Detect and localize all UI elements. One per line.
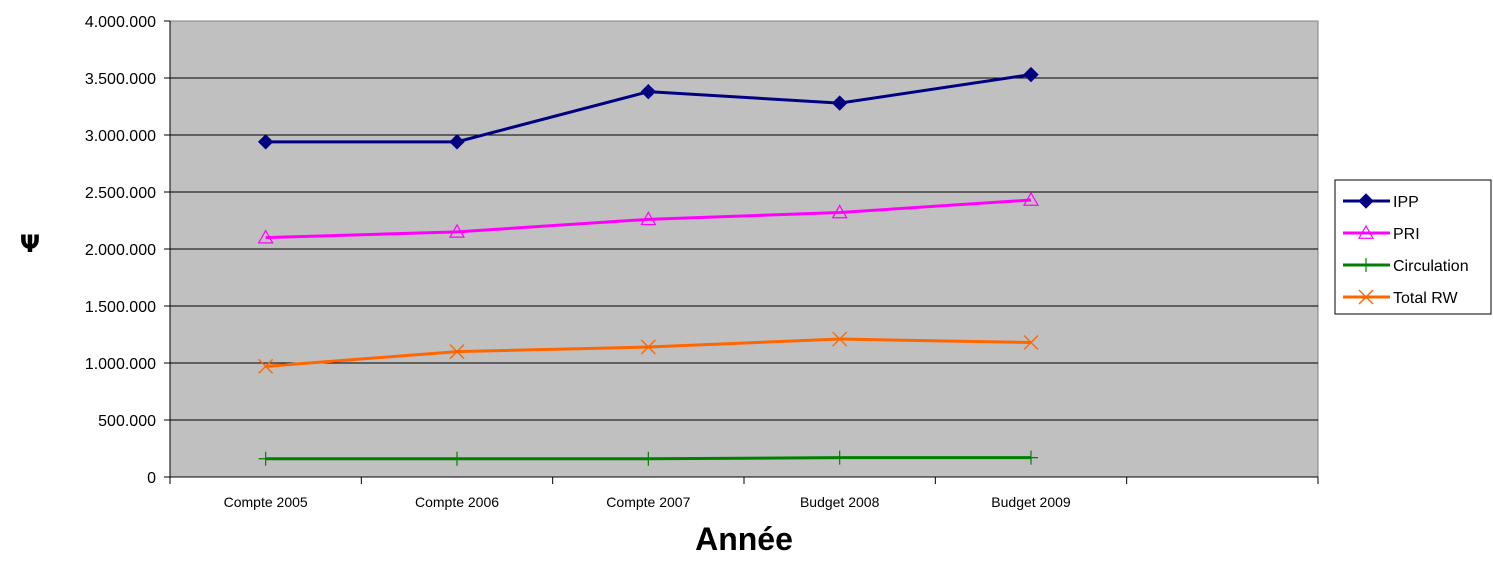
series-circulation (258, 450, 1038, 466)
legend-pri-marker (1357, 224, 1375, 239)
legend-item-total-rw: Total RW (1343, 289, 1459, 307)
gridlines (170, 77, 1318, 421)
ipp-marker (1023, 66, 1039, 83)
x-tick-label: Budget 2008 (800, 494, 880, 510)
y-tick-label: 3.000.000 (85, 128, 156, 145)
circulation-marker (641, 451, 656, 466)
total-rw-marker (640, 339, 656, 355)
ipp-marker (831, 95, 848, 111)
legend-label: PRI (1393, 226, 1420, 243)
x-tick-label: Budget 2009 (991, 494, 1071, 510)
y-tick-label: 1.500.000 (85, 299, 156, 316)
legend-circulation-marker (1359, 258, 1373, 272)
pri-marker (257, 229, 274, 244)
pri-marker (1022, 191, 1040, 206)
y-tick-label: 0 (147, 470, 156, 487)
pri-marker (448, 223, 466, 238)
series-layer (257, 66, 1040, 466)
series-total-rw (258, 331, 1039, 374)
circulation-marker (258, 451, 273, 466)
x-axis-title: Année (695, 521, 793, 557)
y-tick-label: 1.000.000 (85, 356, 156, 373)
legend-label: IPP (1393, 194, 1419, 211)
x-tick-label: Compte 2005 (224, 494, 308, 510)
total-rw-marker (258, 358, 274, 374)
series-pri (257, 191, 1040, 244)
legend-label: Circulation (1393, 258, 1469, 275)
y-tick-label: 2.500.000 (85, 185, 156, 202)
x-tick-label: Compte 2006 (415, 494, 499, 510)
circulation-marker (1024, 450, 1038, 465)
y-tick-label: 500.000 (98, 413, 156, 430)
pri-line (265, 198, 1032, 240)
legend-label: Total RW (1393, 290, 1459, 307)
total-rw-marker (449, 344, 465, 360)
pri-marker (831, 204, 848, 219)
axes: 0 500.000 1.000.000 1.500.000 2.000.000 2.500… (85, 14, 1319, 510)
series-ipp (257, 66, 1039, 150)
legend: IPP PRI Circulation Total RW (1334, 179, 1492, 315)
legend-total-rw-marker (1358, 289, 1374, 305)
legend-item-ipp: IPP (1343, 193, 1419, 211)
ipp-marker (257, 134, 274, 150)
legend-ipp-marker (1358, 193, 1374, 209)
y-tick-label: 3.500.000 (85, 71, 156, 88)
legend-item-circulation: Circulation (1343, 258, 1469, 275)
y-tick-label: 2.000.000 (85, 242, 156, 259)
y-tick-label: 4.000.000 (85, 14, 156, 31)
legend-item-pri: PRI (1343, 224, 1420, 243)
pri-marker (640, 211, 657, 226)
y-axis-title: Ψ (20, 230, 40, 258)
total-rw-marker (1023, 334, 1039, 350)
x-tick-label: Compte 2007 (606, 494, 690, 510)
total-rw-marker (832, 331, 848, 347)
circulation-marker (450, 451, 464, 466)
circulation-marker (832, 450, 847, 465)
ipp-marker (640, 83, 657, 100)
ipp-marker (449, 134, 465, 150)
